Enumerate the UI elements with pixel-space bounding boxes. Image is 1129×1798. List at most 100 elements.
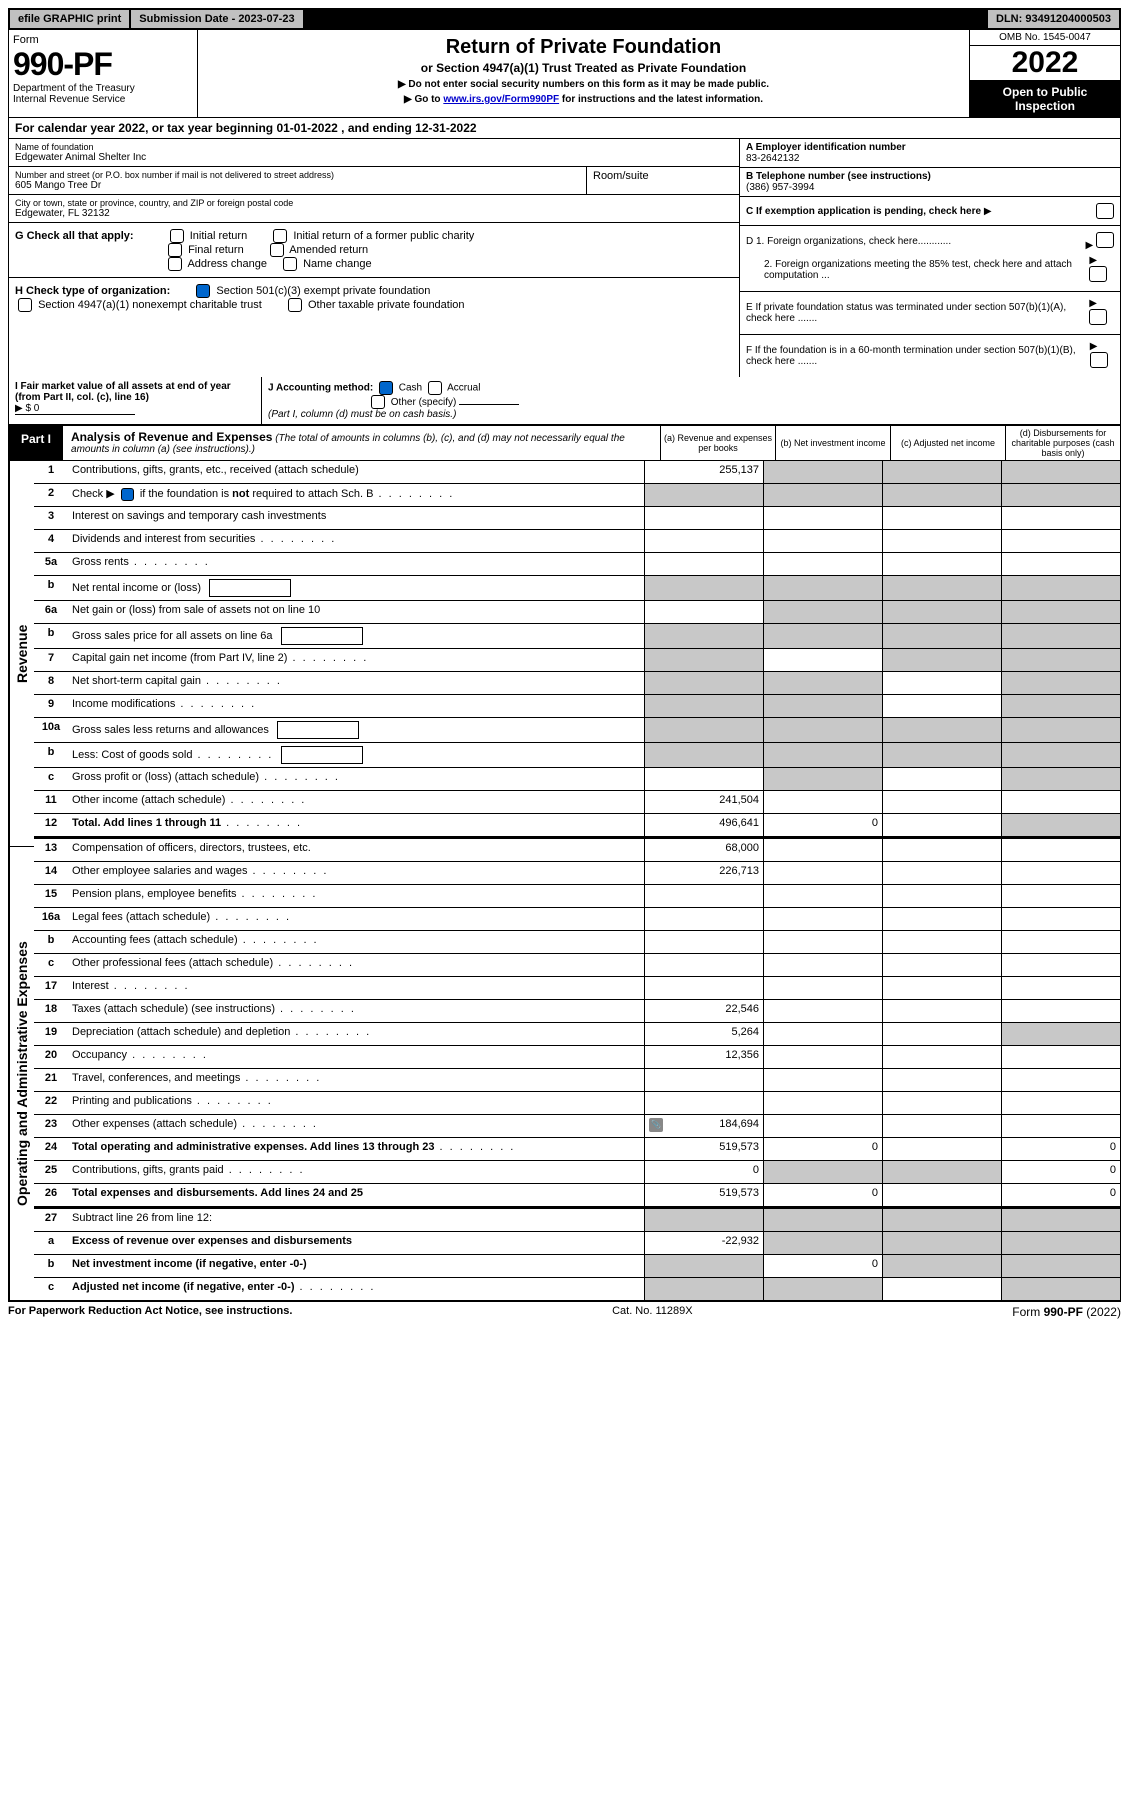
line-desc: Dividends and interest from securities <box>68 530 644 552</box>
j-section: J Accounting method: Cash Accrual Other … <box>262 377 727 424</box>
value-cell-b: 0 <box>763 1255 882 1277</box>
initial-former-cb[interactable] <box>273 229 287 243</box>
value-cell-a: 68,000 <box>644 839 763 861</box>
4947-cb[interactable] <box>18 298 32 312</box>
col-a-head: (a) Revenue and expenses per books <box>660 426 775 460</box>
line-number: 9 <box>34 695 68 717</box>
dln: DLN: 93491204000503 <box>988 10 1119 28</box>
irs-link[interactable]: www.irs.gov/Form990PF <box>443 94 559 105</box>
h-section: H Check type of organization: Section 50… <box>9 278 739 314</box>
line-desc: Adjusted net income (if negative, enter … <box>68 1278 644 1300</box>
value-cell-c <box>882 1115 1001 1137</box>
final-return-cb[interactable] <box>168 243 182 257</box>
line-number: 23 <box>34 1115 68 1137</box>
other-cb[interactable] <box>371 395 385 409</box>
addr-change-cb[interactable] <box>168 257 182 271</box>
tel: (386) 957-3994 <box>746 182 814 193</box>
f-section: F If the foundation is in a 60-month ter… <box>740 335 1120 377</box>
value-cell-c <box>882 672 1001 694</box>
j-note: (Part I, column (d) must be on cash basi… <box>268 409 456 420</box>
table-row: bAccounting fees (attach schedule) <box>34 931 1120 954</box>
value-cell-a <box>644 977 763 999</box>
line-desc: Net investment income (if negative, ente… <box>68 1255 644 1277</box>
line-desc: Occupancy <box>68 1046 644 1068</box>
line-desc: Interest <box>68 977 644 999</box>
501c3-cb[interactable] <box>196 284 210 298</box>
city-label: City or town, state or province, country… <box>15 198 733 208</box>
name-change-cb[interactable] <box>283 257 297 271</box>
table-row: cGross profit or (loss) (attach schedule… <box>34 768 1120 791</box>
j-other: Other (specify) <box>391 397 457 408</box>
d2-label: 2. Foreign organizations meeting the 85%… <box>746 259 1089 281</box>
value-cell-c <box>882 1000 1001 1022</box>
value-cell-b <box>763 601 882 623</box>
value-cell-a <box>644 507 763 529</box>
value-cell-b: 0 <box>763 814 882 836</box>
info-section: Name of foundation Edgewater Animal Shel… <box>8 139 1121 377</box>
value-cell-c <box>882 1138 1001 1160</box>
value-cell-b <box>763 624 882 648</box>
line-desc: Other professional fees (attach schedule… <box>68 954 644 976</box>
value-cell-b <box>763 1046 882 1068</box>
accrual-cb[interactable] <box>428 381 442 395</box>
foundation-name: Edgewater Animal Shelter Inc <box>15 152 733 163</box>
value-cell-d <box>1001 718 1120 742</box>
value-cell-d <box>1001 1000 1120 1022</box>
part1-header: Part I Analysis of Revenue and Expenses … <box>8 425 1121 461</box>
footer: For Paperwork Reduction Act Notice, see … <box>8 1301 1121 1322</box>
value-cell-c <box>882 1092 1001 1114</box>
value-cell-c <box>882 791 1001 813</box>
table-row: 14Other employee salaries and wages226,7… <box>34 862 1120 885</box>
d1-checkbox[interactable] <box>1096 232 1114 248</box>
line-number: 5a <box>34 553 68 575</box>
line-number: 3 <box>34 507 68 529</box>
table-row: cAdjusted net income (if negative, enter… <box>34 1278 1120 1301</box>
value-cell-c <box>882 649 1001 671</box>
value-cell-c <box>882 885 1001 907</box>
value-cell-b <box>763 1209 882 1231</box>
value-cell-c <box>882 1069 1001 1091</box>
open-public: Open to Public Inspection <box>970 81 1120 117</box>
dept: Department of the Treasury <box>13 83 193 94</box>
line-number: c <box>34 768 68 790</box>
table-row: 11Other income (attach schedule)241,504 <box>34 791 1120 814</box>
form-number: 990-PF <box>13 46 193 83</box>
value-cell-a <box>644 931 763 953</box>
value-cell-a: -22,932 <box>644 1232 763 1254</box>
cash-cb[interactable] <box>379 381 393 395</box>
part1-title: Analysis of Revenue and Expenses <box>71 430 272 444</box>
line-number: 22 <box>34 1092 68 1114</box>
table-row: 24Total operating and administrative exp… <box>34 1138 1120 1161</box>
other-tax-cb[interactable] <box>288 298 302 312</box>
value-cell-d <box>1001 814 1120 836</box>
c-checkbox[interactable] <box>1096 203 1114 219</box>
value-cell-a <box>644 1092 763 1114</box>
d2-checkbox[interactable] <box>1089 266 1107 282</box>
value-cell-a: 496,641 <box>644 814 763 836</box>
submission-date: Submission Date - 2023-07-23 <box>131 10 304 28</box>
value-cell-a <box>644 954 763 976</box>
amended-cb[interactable] <box>270 243 284 257</box>
table-row: 10aGross sales less returns and allowanc… <box>34 718 1120 743</box>
table-row: 5aGross rents <box>34 553 1120 576</box>
instr-2: ▶ Go to www.irs.gov/Form990PF for instru… <box>202 94 965 105</box>
form-label: Form <box>13 34 193 46</box>
value-cell-c <box>882 1161 1001 1183</box>
line-number: 17 <box>34 977 68 999</box>
line-number: 4 <box>34 530 68 552</box>
col-c-head: (c) Adjusted net income <box>890 426 1005 460</box>
value-cell-a <box>644 672 763 694</box>
value-cell-a <box>644 1069 763 1091</box>
initial-return-cb[interactable] <box>170 229 184 243</box>
value-cell-a: 241,504 <box>644 791 763 813</box>
table-row: bNet rental income or (loss) <box>34 576 1120 601</box>
line-number: 26 <box>34 1184 68 1206</box>
value-cell-b <box>763 839 882 861</box>
e-checkbox[interactable] <box>1089 309 1107 325</box>
room-cell: Room/suite <box>586 167 739 194</box>
g-opt-3: Amended return <box>289 244 368 256</box>
table-row: 7Capital gain net income (from Part IV, … <box>34 649 1120 672</box>
f-checkbox[interactable] <box>1090 352 1108 368</box>
line-desc: Total operating and administrative expen… <box>68 1138 644 1160</box>
table-row: 12Total. Add lines 1 through 11496,6410 <box>34 814 1120 837</box>
